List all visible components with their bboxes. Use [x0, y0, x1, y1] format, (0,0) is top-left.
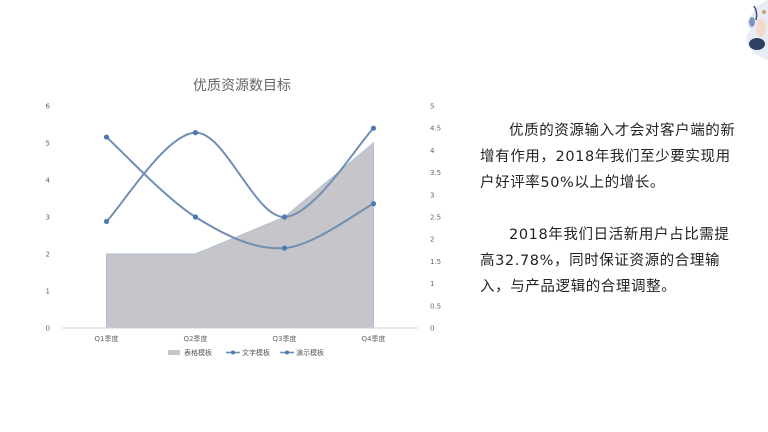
y-right-tick-label: 4 — [430, 147, 435, 155]
data-point-s2-3 — [370, 201, 377, 207]
data-point-s2-0 — [103, 134, 110, 140]
data-point-s1-1 — [192, 130, 199, 136]
x-tick-label: Q2季度 — [184, 334, 208, 343]
x-tick-label: Q1季度 — [95, 334, 119, 343]
y-right-tick-label: 1.5 — [430, 258, 441, 266]
data-point-s2-1 — [192, 214, 199, 220]
y-right-tick-label: 5 — [430, 103, 434, 111]
legend-swatch-0 — [168, 350, 180, 355]
x-tick-label: Q3季度 — [273, 334, 297, 343]
data-point-s1-0 — [103, 218, 110, 225]
y-right-tick-label: 4.5 — [430, 125, 441, 133]
description-paragraph-1: 优质的资源输入才会对客户端的新增有作用，2018年我们至少要实现用户好评率50%… — [480, 123, 736, 191]
y-right-tick-label: 0.5 — [430, 302, 441, 310]
y-right-tick-label: 1 — [430, 280, 434, 288]
legend-label-0: 表格模板 — [184, 348, 212, 357]
y-left-tick-label: 5 — [46, 140, 50, 148]
legend-marker-1 — [231, 350, 235, 355]
legend-label-1: 文字模板 — [242, 348, 270, 357]
y-right-tick-label: 2 — [430, 236, 434, 244]
data-point-s2-2 — [281, 245, 288, 251]
y-right-tick-label: 0 — [430, 325, 434, 333]
y-right-tick-label: 2.5 — [430, 214, 441, 222]
data-point-s1-2 — [281, 214, 288, 220]
y-left-tick-label: 2 — [46, 251, 50, 259]
data-point-s1-3 — [370, 125, 377, 131]
chart-title: 优质资源数目标 — [193, 78, 291, 94]
line-series-layer — [103, 125, 377, 251]
floral-decoration-icon — [746, 0, 768, 60]
y-left-tick-label: 3 — [46, 214, 50, 222]
y-right-tick-label: 3 — [430, 191, 434, 199]
y-left-tick-label: 4 — [46, 177, 51, 185]
legend-label-2: 演示模板 — [296, 348, 324, 357]
x-tick-label: Q4季度 — [362, 334, 386, 343]
y-right-tick-label: 3.5 — [430, 169, 441, 177]
y-left-tick-label: 0 — [46, 325, 50, 333]
legend-marker-2 — [285, 350, 289, 355]
y-left-tick-label: 1 — [46, 288, 50, 296]
description-paragraph-2: 2018年我们日活新用户占比需提高32.78%，同时保证资源的合理输入，与产品逻… — [480, 227, 730, 295]
y-left-tick-label: 6 — [46, 103, 51, 111]
tick-labels-layer: 0 1 2 3 4 5 6 0 0.5 1 1.5 2 2.5 3 3.5 4 4.5 5 Q1季度 Q2季度 Q3季度… — [46, 103, 442, 344]
legend: 表格模板 文字模板 演示模板 — [168, 348, 324, 357]
line-series-1 — [105, 127, 375, 223]
line-series-2 — [105, 136, 374, 250]
chart: 优质资源数目标 0 1 2 3 4 5 6 0 0.5 1 1.5 2 2.5 3 3.5 4 4.5 5 Q1季度… — [46, 78, 442, 357]
